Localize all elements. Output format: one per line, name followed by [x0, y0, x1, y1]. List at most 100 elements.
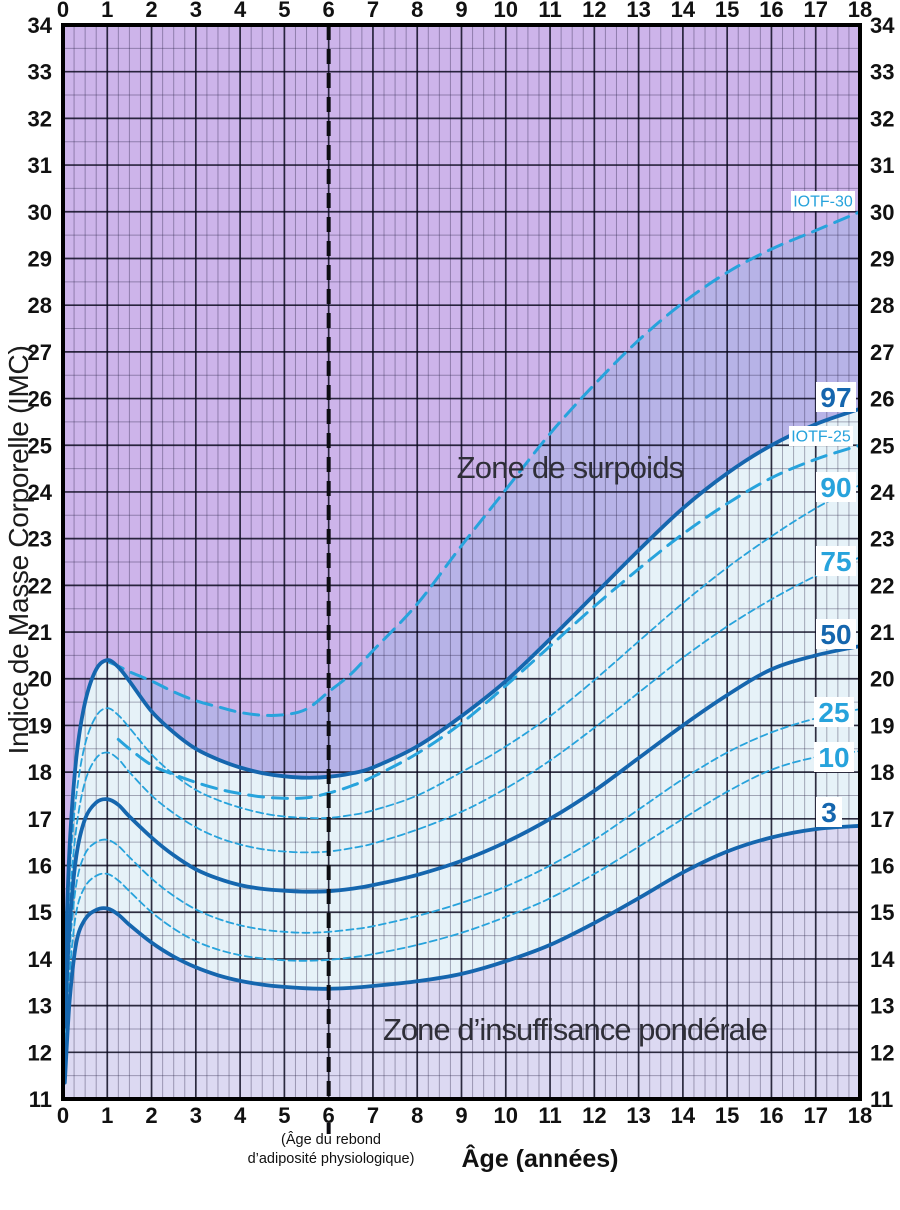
x-tick-bottom-17: 17	[803, 1103, 827, 1128]
y-tick-right-16: 16	[870, 854, 894, 879]
y-tick-left-11: 11	[29, 1087, 52, 1112]
x-tick-top-2: 2	[145, 0, 157, 22]
curve-label-50: 50	[820, 619, 851, 650]
y-tick-right-23: 23	[870, 527, 894, 552]
x-tick-top-8: 8	[411, 0, 423, 22]
x-tick-bottom-11: 11	[538, 1103, 561, 1128]
x-tick-bottom-0: 0	[57, 1103, 69, 1128]
x-tick-top-3: 3	[190, 0, 202, 22]
x-tick-bottom-10: 10	[494, 1103, 518, 1128]
zone-underweight-fill	[63, 825, 860, 1099]
curve-label-75: 75	[820, 546, 851, 577]
x-tick-top-7: 7	[367, 0, 379, 22]
y-tick-left-20: 20	[28, 667, 52, 692]
y-tick-left-13: 13	[28, 994, 52, 1019]
x-tick-bottom-5: 5	[278, 1103, 290, 1128]
x-tick-top-18: 18	[848, 0, 872, 22]
curve-label-box-3	[816, 797, 842, 827]
x-tick-bottom-9: 9	[455, 1103, 467, 1128]
curve-label-box-97	[816, 382, 856, 412]
y-tick-right-25: 25	[870, 433, 894, 458]
y-tick-right-30: 30	[870, 200, 894, 225]
x-tick-bottom-4: 4	[234, 1103, 247, 1128]
curve-label-box-90	[816, 472, 856, 502]
y-tick-left-22: 22	[28, 573, 52, 598]
y-tick-left-31: 31	[28, 153, 52, 178]
zone-overweight-fill	[107, 211, 860, 778]
y-tick-left-21: 21	[28, 620, 52, 645]
y-tick-right-11: 11	[870, 1087, 893, 1112]
curve-label-3: 3	[821, 797, 837, 828]
x-tick-top-15: 15	[715, 0, 739, 22]
curve-label-97: 97	[820, 382, 851, 413]
y-tick-right-15: 15	[870, 900, 894, 925]
y-tick-right-28: 28	[870, 293, 894, 318]
curve-label-90: 90	[820, 472, 851, 503]
y-tick-right-29: 29	[870, 246, 894, 271]
y-tick-right-19: 19	[870, 713, 894, 738]
x-tick-top-10: 10	[494, 0, 518, 22]
y-tick-right-31: 31	[870, 153, 894, 178]
x-tick-top-5: 5	[278, 0, 290, 22]
y-tick-right-20: 20	[870, 667, 894, 692]
x-tick-bottom-13: 13	[626, 1103, 650, 1128]
x-tick-bottom-14: 14	[671, 1103, 696, 1128]
y-tick-right-12: 12	[870, 1040, 894, 1065]
y-tick-left-16: 16	[28, 854, 52, 879]
x-tick-top-9: 9	[455, 0, 467, 22]
x-tick-bottom-12: 12	[582, 1103, 606, 1128]
x-tick-bottom-3: 3	[190, 1103, 202, 1128]
grid	[63, 25, 860, 1099]
curve-labels: IOTF-30 97 IOTF-25 90 75 50 25 10 3	[789, 191, 856, 828]
y-tick-left-24: 24	[28, 480, 53, 505]
x-tick-top-0: 0	[57, 0, 69, 22]
y-tick-right-24: 24	[870, 480, 895, 505]
x-tick-top-1: 1	[101, 0, 113, 22]
curve-label-box-10	[814, 742, 854, 772]
x-tick-bottom-6: 6	[323, 1103, 335, 1128]
plot-frame	[61, 23, 862, 1101]
y-tick-left-30: 30	[28, 200, 52, 225]
tick-labels: 0011223344556677889910101111121213131414…	[28, 0, 896, 1128]
y-tick-left-27: 27	[28, 340, 52, 365]
curve-label-10: 10	[818, 742, 849, 773]
curve-label-box-75	[816, 546, 856, 576]
x-tick-bottom-1: 1	[101, 1103, 113, 1128]
x-tick-bottom-18: 18	[848, 1103, 872, 1128]
curve-3	[63, 823, 860, 1085]
curve-label-25: 25	[818, 697, 849, 728]
curve-label-box-25	[814, 697, 854, 727]
y-tick-right-17: 17	[870, 807, 894, 832]
y-tick-right-27: 27	[870, 340, 894, 365]
y-tick-left-14: 14	[28, 947, 53, 972]
x-tick-top-6: 6	[323, 0, 335, 22]
y-tick-left-33: 33	[28, 60, 52, 85]
curve-90	[63, 484, 860, 998]
curve-label-box-IOTF-25	[789, 426, 853, 446]
curve-label-box-50	[816, 619, 856, 649]
y-tick-left-34: 34	[28, 13, 53, 38]
y-tick-left-29: 29	[28, 246, 52, 271]
y-tick-left-19: 19	[28, 713, 52, 738]
y-tick-left-25: 25	[28, 433, 52, 458]
curve-label-box-IOTF-30	[791, 191, 855, 211]
y-tick-right-21: 21	[870, 620, 894, 645]
curve-label-IOTF-25: IOTF-25	[791, 429, 851, 446]
x-tick-top-16: 16	[759, 0, 783, 22]
zone-normal-fill	[64, 408, 860, 1083]
curve-97	[63, 406, 860, 980]
x-tick-top-4: 4	[234, 0, 247, 22]
y-tick-left-12: 12	[28, 1040, 52, 1065]
x-tick-bottom-16: 16	[759, 1103, 783, 1128]
y-tick-right-18: 18	[870, 760, 894, 785]
x-tick-top-17: 17	[803, 0, 827, 22]
y-tick-left-15: 15	[28, 900, 52, 925]
x-tick-bottom-15: 15	[715, 1103, 739, 1128]
y-tick-left-17: 17	[28, 807, 52, 832]
curve-10	[63, 750, 860, 1058]
y-tick-left-28: 28	[28, 293, 52, 318]
y-tick-left-32: 32	[28, 106, 52, 131]
x-tick-top-12: 12	[582, 0, 606, 22]
y-tick-right-34: 34	[870, 13, 895, 38]
